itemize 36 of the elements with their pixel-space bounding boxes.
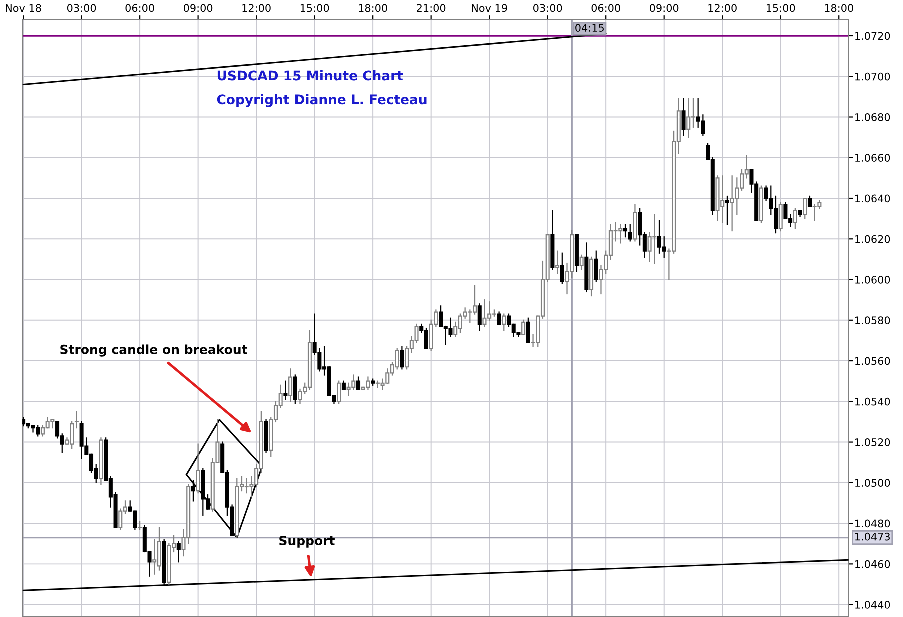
y-tick-label: 1.0640	[856, 194, 890, 203]
x-tick-label: 18:00	[825, 4, 854, 12]
y-tick-label: 1.0560	[856, 357, 890, 366]
x-tick-label: 09:00	[184, 4, 213, 12]
annotation: Copyright Dianne L. Fecteau	[217, 94, 427, 108]
ref-line-label: 1.0473	[856, 532, 890, 541]
x-tick-label: 12:00	[708, 4, 737, 12]
y-tick-label: 1.0520	[856, 438, 890, 446]
x-tick-label: 21:00	[417, 4, 446, 12]
x-tick-label: 18:00	[359, 4, 388, 12]
x-tick-label: 15:00	[766, 4, 796, 12]
ref-line-label: 04:15	[576, 24, 604, 32]
y-tick-label: 1.0720	[856, 32, 890, 40]
y-tick-label: 1.0480	[856, 520, 890, 528]
x-tick-label: 03:00	[534, 4, 562, 12]
y-tick-label: 1.0700	[856, 72, 890, 81]
y-tick-label: 1.0460	[856, 560, 890, 568]
x-tick-label: Nov 18	[6, 4, 42, 12]
x-tick-label: 06:00	[126, 4, 154, 12]
x-tick-label: 12:00	[242, 4, 271, 12]
y-tick-label: 1.0540	[856, 398, 890, 406]
y-tick-label: 1.0620	[856, 235, 890, 244]
x-tick-label: 06:00	[592, 4, 620, 12]
x-tick-label: 09:00	[650, 4, 679, 12]
x-tick-label: Nov 19	[472, 4, 508, 12]
y-tick-label: 1.0580	[856, 316, 890, 325]
x-tick-label: 03:00	[67, 4, 96, 12]
annotation: Strong candle on breakout	[60, 344, 248, 357]
y-tick-label: 1.0600	[856, 276, 890, 284]
y-tick-label: 1.0500	[856, 479, 890, 488]
text: USDCAD 15 Minute Chart	[218, 70, 404, 81]
x-tick-label: 15:00	[300, 4, 330, 12]
y-tick-label: 1.0440	[856, 601, 890, 609]
annotation: Support	[280, 536, 335, 548]
y-tick-label: 1.0680	[856, 113, 890, 122]
y-tick-label: 1.0660	[856, 154, 890, 162]
